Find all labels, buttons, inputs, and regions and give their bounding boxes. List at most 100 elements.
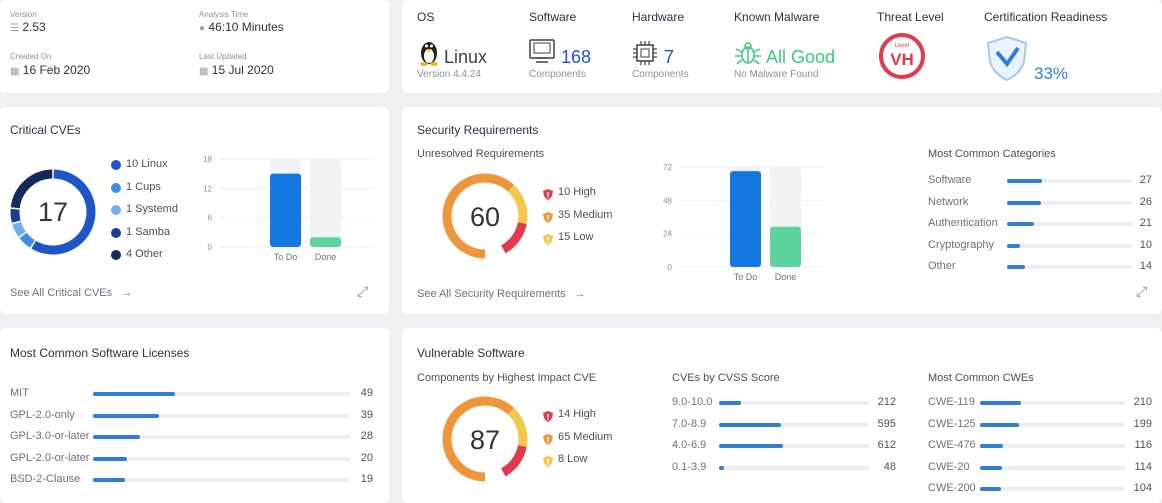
cwe-bar-track <box>980 487 1125 491</box>
cvss-value: 48 <box>883 460 896 473</box>
license-bar-fill <box>93 456 127 461</box>
vulnerable-gauge-chart <box>442 396 528 482</box>
version-value: ☰ 2.53 <box>10 20 46 34</box>
cwe-bar-fill <box>980 444 1003 448</box>
shield-check-icon <box>986 35 1028 82</box>
legend-label: 1 Cups <box>126 180 161 193</box>
bar-done <box>310 237 341 247</box>
cwe-bar-track <box>980 444 1125 448</box>
category-label: Software <box>928 174 972 186</box>
cvss-bar-fill <box>719 401 742 405</box>
see-all-security-link[interactable]: See All Security Requirements → <box>417 288 586 300</box>
cwe-label: CWE-200 <box>928 482 976 494</box>
version-label: Version <box>10 10 37 19</box>
severity-shield-icon <box>543 454 553 467</box>
updated-label: Last Updated <box>199 52 247 61</box>
cvss-bar-track <box>719 444 869 448</box>
license-label: MIT <box>10 387 29 399</box>
vulnerable-sub: Components by Highest Impact CVE <box>417 372 597 384</box>
cve-bar-chart: 18 12 6 0 To Do Done <box>203 155 375 262</box>
linux-penguin-icon <box>420 42 438 66</box>
cwe-label: CWE-476 <box>928 439 976 451</box>
threat-label: Threat Level <box>877 10 944 24</box>
category-value: 21 <box>1139 217 1152 229</box>
cvss-label: 7.0-8.9 <box>672 417 707 430</box>
gauge-segment-0 <box>442 173 515 259</box>
y-tick-label: 0 <box>208 243 213 252</box>
critical-cves-card: Critical CVEs 17 10 Linux 1 Cups 1 Systemd… <box>0 107 389 314</box>
cert-value: 33% <box>1034 64 1069 83</box>
license-value: 19 <box>360 473 373 485</box>
legend-dot <box>111 205 121 215</box>
software-sub: Components <box>529 69 586 80</box>
hardware-label: Hardware <box>632 10 685 24</box>
cwe-value: 116 <box>1134 439 1152 451</box>
license-bar-fill <box>93 478 125 482</box>
malware-value: All Good <box>766 47 836 67</box>
created-value: ▦ 16 Feb 2020 <box>10 63 91 77</box>
cwe-bar-fill <box>980 487 1001 491</box>
severity-label: 15 Low <box>558 231 594 243</box>
cwe-value: 104 <box>1133 482 1152 494</box>
y-tick-label: 12 <box>203 184 212 193</box>
y-tick-label: 6 <box>208 214 213 223</box>
license-bar-track <box>93 413 351 418</box>
license-value: 39 <box>360 408 373 421</box>
cvss-label: 9.0-10.0 <box>672 396 713 408</box>
expand-icon[interactable]: ⤢ <box>357 283 369 299</box>
vulnerable-total: 87 <box>469 425 501 455</box>
category-value: 10 <box>1139 238 1152 251</box>
category-bar-track <box>1007 265 1132 269</box>
summary-card: OS Linux Version 4.4.24 Software 168 Com… <box>402 0 1162 93</box>
cvss-label: 0.1-3.9 <box>672 460 707 473</box>
license-label: GPL-2.0-or-later <box>10 451 90 464</box>
hardware-sub: Components <box>632 69 689 80</box>
category-bar-fill <box>1007 222 1035 226</box>
cvss-bar-fill <box>719 422 782 427</box>
licenses-card: Most Common Software Licenses MIT 49 GPL-2… <box>0 328 389 503</box>
cve-donut-chart <box>10 169 96 255</box>
cwe-value: 210 <box>1133 396 1152 408</box>
category-bar-track <box>1007 179 1132 183</box>
category-bar-fill <box>1007 265 1026 269</box>
legend-label: 10 Linux <box>126 158 168 170</box>
license-value: 28 <box>360 430 373 442</box>
cvss-label: 4.0-6.9 <box>672 439 707 451</box>
security-gauge-chart <box>442 173 528 259</box>
security-sub: Unresolved Requirements <box>417 148 545 160</box>
expand-icon[interactable]: ⤢ <box>1136 283 1148 299</box>
legend-dot <box>111 160 121 170</box>
license-bar-fill <box>93 413 159 418</box>
license-value: 20 <box>360 451 373 464</box>
arrow-right-icon: → <box>574 288 586 300</box>
vulnerable-title: Vulnerable Software <box>417 346 525 360</box>
analysis-label: Analysis Time <box>199 10 249 19</box>
security-total: 60 <box>469 202 501 232</box>
licenses-title: Most Common Software Licenses <box>10 346 190 360</box>
legend-dot <box>111 227 121 238</box>
severity-shield-icon <box>543 432 553 445</box>
category-value: 26 <box>1139 195 1152 208</box>
category-bar-fill <box>1007 179 1042 183</box>
license-bar-track <box>93 478 351 482</box>
license-bar-fill <box>93 392 175 396</box>
chip-icon <box>633 41 657 65</box>
severity-label: 10 High <box>558 186 596 198</box>
category-bar-fill <box>1007 243 1020 248</box>
license-label: GPL-2.0-only <box>10 408 75 421</box>
x-tick-label: Done <box>775 272 797 282</box>
donut-slice-2 <box>12 221 26 237</box>
legend-label: 1 Systemd <box>126 203 178 215</box>
legend-label: 1 Samba <box>126 225 171 238</box>
os-value: Linux <box>444 47 488 67</box>
cwe-label: CWE-20 <box>928 460 970 473</box>
category-label: Cryptography <box>928 238 995 251</box>
cwe-bar-fill <box>980 422 1019 427</box>
cwe-bar-fill <box>980 401 1021 405</box>
legend-dot <box>111 182 121 193</box>
see-all-critical-cves-link[interactable]: See All Critical CVEs → <box>10 287 133 299</box>
license-value: 49 <box>360 387 373 399</box>
bar-track <box>310 159 341 247</box>
cwe-bar-track <box>980 401 1125 405</box>
license-bar-fill <box>93 435 140 439</box>
